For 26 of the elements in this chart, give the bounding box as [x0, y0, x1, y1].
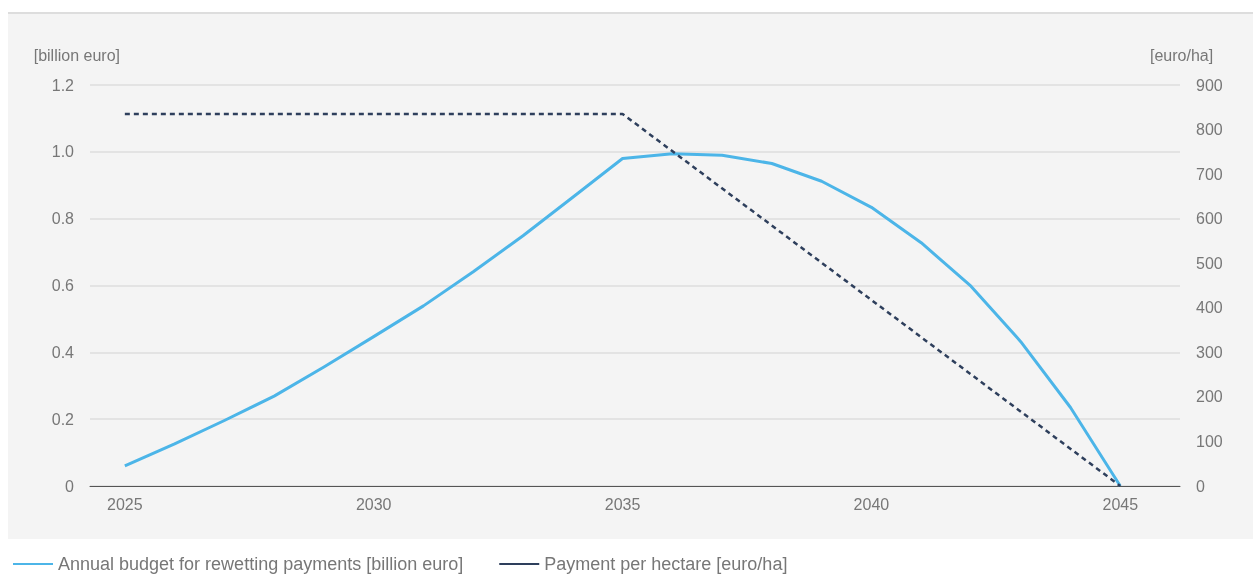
legend-label: Annual budget for rewetting payments [billion euro]	[58, 554, 464, 574]
y-tick-label: 0.6	[51, 277, 75, 294]
y-tick-label: 0.8	[51, 210, 75, 228]
y2-tick-label: 800	[1196, 121, 1223, 139]
y-axis-title: [billion euro]	[33, 46, 120, 64]
y2-tick-label: 300	[1196, 343, 1223, 361]
y2-tick-label: 0	[1196, 477, 1205, 495]
y2-tick-label: 100	[1196, 432, 1223, 450]
x-tick-label: 2025	[107, 495, 143, 513]
y2-tick-label: 500	[1196, 254, 1223, 272]
y-tick-label: 0	[65, 477, 75, 495]
y-tick-label: 1.0	[51, 143, 75, 161]
x-tick-label: 2040	[853, 495, 890, 513]
x-tick-label: 2035	[604, 495, 641, 513]
x-tick-label: 2045	[1102, 495, 1139, 513]
y-tick-label: 0.2	[51, 410, 75, 428]
y2-tick-label: 400	[1196, 299, 1223, 317]
y-tick-label: 1.2	[51, 76, 75, 94]
y2-tick-label: 200	[1196, 388, 1223, 406]
y2-tick-label: 700	[1196, 165, 1223, 183]
y2-axis-title: [euro/ha]	[1150, 46, 1214, 64]
y2-tick-label: 600	[1196, 210, 1223, 228]
y-tick-label: 0.4	[51, 343, 75, 361]
x-tick-label: 2030	[355, 495, 392, 513]
y2-tick-label: 900	[1196, 76, 1223, 94]
legend-label: Payment per hectare [euro/ha]	[544, 554, 788, 574]
